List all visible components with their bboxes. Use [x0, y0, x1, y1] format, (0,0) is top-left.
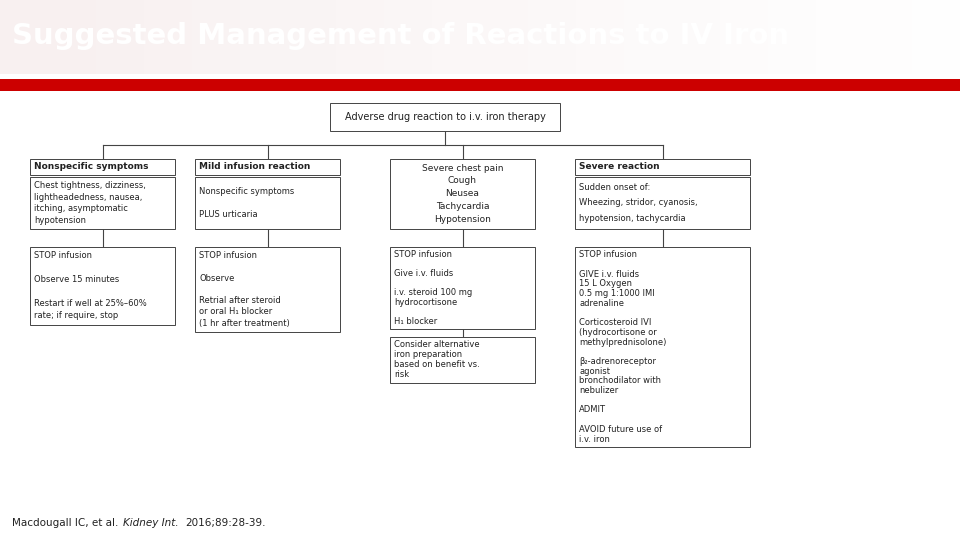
Text: STOP infusion: STOP infusion [579, 250, 637, 259]
Text: methylprednisolone): methylprednisolone) [579, 338, 666, 347]
Bar [720, 0, 768, 91]
Text: or oral H₁ blocker: or oral H₁ blocker [199, 307, 273, 316]
Text: STOP infusion: STOP infusion [34, 251, 92, 260]
Bar [575, 159, 750, 175]
Text: Nonspecific symptoms: Nonspecific symptoms [34, 162, 149, 171]
Text: Hypotension: Hypotension [434, 215, 491, 224]
Text: risk: risk [394, 370, 409, 380]
Text: 0.5 mg 1:1000 IMI: 0.5 mg 1:1000 IMI [579, 289, 655, 298]
Text: Observe: Observe [199, 274, 234, 282]
Bar [0, 75, 960, 79]
Text: GIVE i.v. fluids: GIVE i.v. fluids [579, 269, 639, 279]
Text: (1 hr after treatment): (1 hr after treatment) [199, 319, 290, 328]
Text: Kidney Int.: Kidney Int. [123, 518, 181, 528]
Text: nebulizer: nebulizer [579, 386, 618, 395]
Text: agonist: agonist [579, 367, 610, 376]
Text: 95: 95 [897, 504, 926, 524]
Text: STOP infusion: STOP infusion [199, 251, 257, 260]
Bar [288, 0, 336, 91]
Text: lightheadedness, nausea,: lightheadedness, nausea, [34, 193, 142, 201]
Text: hydrocortisone: hydrocortisone [394, 298, 457, 307]
Bar [390, 159, 535, 229]
Bar [192, 0, 240, 91]
Bar [48, 0, 96, 91]
Bar [768, 0, 816, 91]
Bar [30, 177, 175, 229]
Bar [144, 0, 192, 91]
Text: Restart if well at 25%–60%: Restart if well at 25%–60% [34, 299, 147, 308]
Bar [432, 0, 480, 91]
Text: Sudden onset of:: Sudden onset of: [579, 183, 650, 192]
Text: Suggested Management of Reactions to IV Iron: Suggested Management of Reactions to IV … [12, 22, 790, 50]
Text: iron preparation: iron preparation [394, 350, 462, 360]
Text: hypotension: hypotension [34, 215, 86, 225]
Bar [864, 0, 912, 91]
Bar [912, 0, 960, 91]
Bar [336, 0, 384, 91]
Text: bronchodilator with: bronchodilator with [579, 376, 661, 386]
Bar [528, 0, 576, 91]
Text: 2016;89:28-39.: 2016;89:28-39. [185, 518, 266, 528]
Text: Mild infusion reaction: Mild infusion reaction [199, 162, 310, 171]
Text: i.v. iron: i.v. iron [579, 435, 610, 443]
Text: itching, asymptomatic: itching, asymptomatic [34, 204, 128, 213]
Text: H₁ blocker: H₁ blocker [394, 316, 437, 326]
Text: ADMIT: ADMIT [579, 406, 606, 415]
Text: Severe reaction: Severe reaction [579, 162, 660, 171]
Text: Adverse drug reaction to i.v. iron therapy: Adverse drug reaction to i.v. iron thera… [345, 112, 545, 122]
Bar [390, 247, 535, 329]
Text: PLUS urticaria: PLUS urticaria [199, 210, 257, 219]
Bar [816, 0, 864, 91]
Text: Corticosteroid IVI: Corticosteroid IVI [579, 318, 652, 327]
Text: Cough: Cough [448, 177, 477, 185]
Text: i.v. steroid 100 mg: i.v. steroid 100 mg [394, 288, 472, 297]
Bar [480, 0, 528, 91]
Text: rate; if require, stop: rate; if require, stop [34, 312, 118, 320]
Text: Neusea: Neusea [445, 190, 479, 198]
Bar [30, 159, 175, 175]
Text: (hydrocortisone or: (hydrocortisone or [579, 328, 657, 337]
Text: adrenaline: adrenaline [579, 299, 624, 308]
Text: Observe 15 minutes: Observe 15 minutes [34, 275, 119, 285]
Bar [240, 0, 288, 91]
Text: Wheezing, stridor, cyanosis,: Wheezing, stridor, cyanosis, [579, 198, 698, 207]
Text: 15 L Oxygen: 15 L Oxygen [579, 279, 632, 288]
Bar [672, 0, 720, 91]
Bar [96, 0, 144, 91]
Bar [195, 159, 340, 175]
Text: Give i.v. fluids: Give i.v. fluids [394, 269, 453, 278]
Text: Chest tightness, dizziness,: Chest tightness, dizziness, [34, 181, 146, 190]
Text: STOP infusion: STOP infusion [394, 250, 452, 259]
Bar [384, 0, 432, 91]
Bar [624, 0, 672, 91]
Bar [0, 79, 960, 91]
Bar [390, 337, 535, 383]
Bar [575, 247, 750, 447]
Bar [195, 177, 340, 229]
Text: AVOID future use of: AVOID future use of [579, 425, 662, 434]
Text: β₂-adrenoreceptor: β₂-adrenoreceptor [579, 357, 656, 366]
Text: Tachycardia: Tachycardia [436, 202, 490, 211]
Text: hypotension, tachycardia: hypotension, tachycardia [579, 214, 685, 222]
Bar [330, 103, 560, 131]
Text: based on benefit vs.: based on benefit vs. [394, 360, 480, 369]
Bar [195, 247, 340, 332]
Bar [576, 0, 624, 91]
Text: Severe chest pain: Severe chest pain [421, 164, 503, 173]
Bar [30, 247, 175, 325]
Text: Retrial after steroid: Retrial after steroid [199, 296, 280, 305]
Text: Macdougall IC, et al.: Macdougall IC, et al. [12, 518, 122, 528]
Text: Nonspecific symptoms: Nonspecific symptoms [199, 187, 295, 196]
Bar [0, 0, 48, 91]
Bar [575, 177, 750, 229]
Text: Consider alternative: Consider alternative [394, 340, 480, 349]
